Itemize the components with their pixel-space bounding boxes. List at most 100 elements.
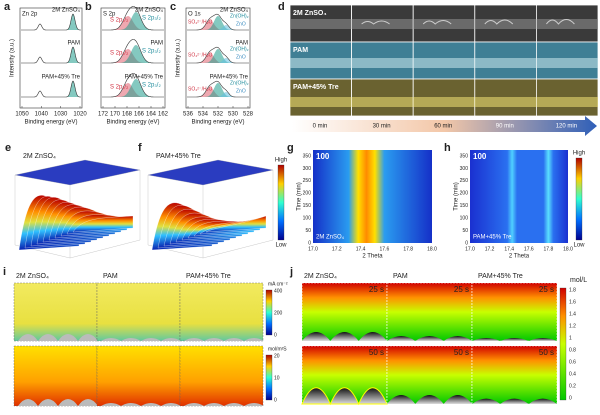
time-label: 90 min bbox=[496, 124, 514, 130]
spectrum bbox=[187, 80, 249, 98]
x-tick-label: 17.4 bbox=[504, 246, 514, 252]
electrode-bump bbox=[18, 399, 38, 406]
surface-top bbox=[14, 159, 141, 186]
electrode-bump bbox=[184, 403, 204, 406]
y-axis-label: Intensity (a.u.) bbox=[10, 39, 16, 77]
x-tick-label: 528 bbox=[243, 112, 254, 118]
species-label: ZnO bbox=[236, 54, 246, 60]
deposit bbox=[301, 387, 388, 406]
image-band bbox=[290, 19, 352, 29]
sim-bottom bbox=[13, 345, 98, 407]
tick-label: 1.2 bbox=[569, 323, 576, 329]
dendrite bbox=[546, 19, 575, 25]
x-tick-label: 532 bbox=[213, 112, 224, 118]
spectrum bbox=[21, 80, 81, 98]
sample-label: PAM+45% Tre bbox=[473, 235, 512, 241]
x-tick-label: 18.0 bbox=[427, 246, 437, 252]
image-band bbox=[351, 97, 414, 107]
y-axis-label: Intensity (a.u.) bbox=[176, 39, 182, 77]
sim-cell bbox=[301, 282, 388, 342]
tick-label: 1.4 bbox=[569, 311, 576, 317]
y-axis-label: Time (min) bbox=[454, 182, 460, 210]
time-label: 25 s bbox=[539, 285, 554, 294]
species-label: SO₄²⁻/H₂O bbox=[188, 86, 213, 92]
ridge bbox=[72, 215, 134, 233]
time-label: 25 s bbox=[369, 285, 384, 294]
species-label: SO₄²⁻/H₂O bbox=[188, 19, 213, 25]
sample-label: 2M ZnSO₄ bbox=[304, 273, 337, 280]
y-tick-label: 0 bbox=[465, 240, 468, 246]
time-label: 50 s bbox=[369, 348, 384, 357]
panel-label: g bbox=[287, 142, 294, 154]
deposit bbox=[387, 336, 473, 341]
electrode-bump bbox=[244, 403, 264, 406]
image-band bbox=[413, 19, 475, 29]
sim-bottom bbox=[179, 345, 264, 407]
y-tick-label: 300 bbox=[303, 166, 312, 172]
spectrum bbox=[102, 39, 164, 64]
sim-cell bbox=[471, 282, 558, 342]
sim-top bbox=[96, 282, 181, 342]
electrode-bump bbox=[78, 399, 98, 406]
image-band bbox=[351, 19, 414, 29]
x-tick-label: 17.8 bbox=[403, 246, 413, 252]
panel-label: j bbox=[289, 266, 293, 278]
y-tick-label: 100 bbox=[303, 215, 312, 221]
electrode-bump bbox=[58, 334, 78, 341]
x-tick-label: 530 bbox=[228, 112, 239, 118]
tick-label: 0.4 bbox=[569, 371, 576, 377]
sim-cell bbox=[471, 345, 558, 405]
sample-label: PAM+45% Tre bbox=[156, 153, 201, 160]
heatmap bbox=[313, 150, 432, 243]
y-tick-label: 200 bbox=[303, 191, 312, 197]
x-tick-label: 170 bbox=[110, 112, 121, 118]
time-label: 50 s bbox=[539, 348, 554, 357]
colorbar bbox=[575, 157, 583, 241]
scale-label: Low bbox=[275, 243, 287, 249]
time-label: 120 min bbox=[556, 124, 577, 130]
scale-label: Low bbox=[573, 243, 585, 249]
peak-fill bbox=[21, 14, 81, 30]
panel-label: i bbox=[3, 266, 6, 278]
tick-label: 0.6 bbox=[569, 359, 576, 365]
tick-label: 1 bbox=[569, 335, 572, 341]
species-label: ZnO bbox=[236, 88, 246, 94]
x-tick-label: 1050 bbox=[15, 112, 29, 118]
electrode-bump bbox=[18, 334, 38, 341]
image-band bbox=[413, 97, 475, 107]
species-label: Zn(OH)₂ bbox=[230, 46, 249, 52]
sample-label: 2M ZnSO₄ bbox=[316, 235, 345, 241]
heatmap bbox=[470, 150, 568, 243]
species-label: Zn(OH)₂ bbox=[230, 13, 249, 19]
electrode-bump bbox=[141, 403, 161, 406]
electrode-bump bbox=[204, 338, 224, 341]
x-tick-label: 172 bbox=[98, 112, 109, 118]
tick-label: 0.8 bbox=[569, 347, 576, 353]
time-label: 60 min bbox=[434, 124, 452, 130]
unit-label: mA cm⁻² bbox=[268, 281, 288, 287]
x-tick-label: 17.2 bbox=[485, 246, 495, 252]
panel-label: d bbox=[278, 1, 285, 13]
peak-label: S 2p₁/₂ bbox=[110, 85, 129, 91]
x-tick-label: 1020 bbox=[73, 112, 87, 118]
x-axis-label: 2 Theta bbox=[509, 254, 530, 260]
sim-top bbox=[179, 282, 264, 342]
dendrite bbox=[422, 20, 452, 25]
sample-label: PAM+45% Tre bbox=[210, 75, 249, 81]
unit-label: mol/L bbox=[570, 277, 587, 284]
electrode-bump bbox=[38, 334, 58, 341]
y-tick-label: 0 bbox=[308, 240, 311, 246]
x-tick-label: 17.6 bbox=[380, 246, 390, 252]
electrode-bump bbox=[224, 403, 244, 406]
time-label: 50 s bbox=[454, 348, 469, 357]
deposit bbox=[472, 398, 557, 404]
unit-label: mol/m³S bbox=[268, 346, 287, 352]
intensity-label: 100 bbox=[473, 152, 487, 161]
electrode-bump bbox=[141, 338, 161, 341]
electrode-bump bbox=[121, 338, 141, 341]
image-band bbox=[536, 58, 598, 68]
tick-label: 0 bbox=[274, 397, 277, 403]
sample-label: PAM bbox=[67, 41, 80, 47]
sim-cell bbox=[386, 345, 473, 405]
